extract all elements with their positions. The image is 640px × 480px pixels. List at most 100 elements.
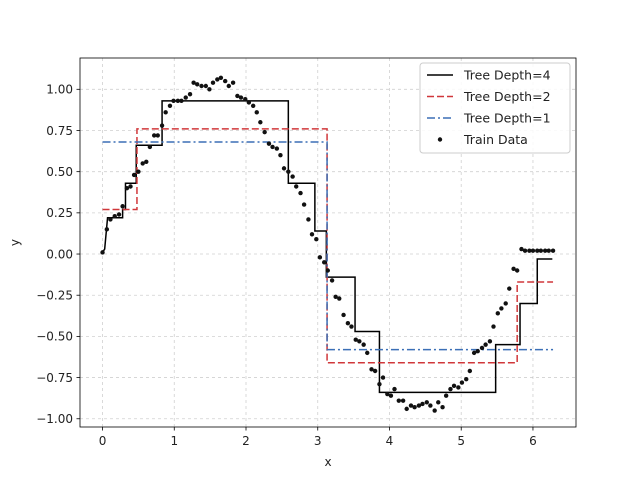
train-data-point [199, 83, 204, 89]
train-data-point [203, 83, 209, 89]
train-data-point [195, 82, 200, 87]
train-data-point [218, 75, 224, 80]
train-data-point [314, 237, 319, 242]
y-tick-label: −0.50 [36, 330, 73, 344]
train-data-point [321, 260, 327, 265]
train-data-point [294, 184, 299, 189]
train-data-point [483, 342, 488, 347]
train-data-point [298, 190, 303, 196]
train-data-point [396, 398, 402, 403]
train-data-point [349, 324, 354, 329]
train-data-point [163, 110, 168, 115]
axes-frame [79, 57, 577, 428]
y-tick-label: 0.50 [46, 165, 73, 179]
train-data-point [546, 248, 551, 253]
train-data-point [246, 100, 252, 105]
train-data-point [357, 339, 362, 344]
train-data-point [167, 103, 173, 108]
legend: Tree Depth=4 Tree Depth=2 Tree Depth=1 Trai… [419, 62, 571, 154]
train-data-point [550, 248, 556, 253]
x-tick-label: 2 [242, 434, 250, 448]
train-data-point [116, 212, 122, 217]
train-data-point [317, 255, 323, 260]
train-data-point [495, 311, 501, 316]
y-tick-label: 1.00 [46, 83, 73, 97]
train-data-point [408, 403, 414, 408]
train-data-point [451, 383, 457, 389]
train-data-point [511, 266, 516, 272]
legend-swatch-train-data [437, 137, 443, 142]
train-data-point [443, 393, 449, 398]
train-data-point [104, 227, 110, 232]
train-data-point [507, 286, 512, 291]
train-data-point [191, 80, 196, 85]
train-data-point [471, 350, 477, 356]
legend-box [419, 62, 571, 154]
train-data-point [230, 80, 236, 85]
train-data-point [333, 294, 338, 300]
train-data-point [365, 350, 370, 356]
train-data-point [519, 246, 524, 252]
y-tick-label: −0.75 [36, 371, 73, 385]
train-data-point [345, 321, 351, 326]
train-data-point [175, 98, 181, 104]
train-data-point [155, 133, 160, 138]
train-data-point [281, 166, 287, 171]
train-data-point [436, 400, 441, 405]
train-data-point [479, 345, 485, 351]
train-data-point [136, 169, 141, 174]
train-data-point [416, 403, 422, 408]
x-tick-label: 4 [386, 434, 394, 448]
x-tick-label: 5 [457, 434, 465, 448]
train-data-point [254, 110, 259, 115]
train-data-point [215, 77, 220, 82]
train-data-point [325, 268, 330, 273]
train-data-point [301, 202, 307, 207]
train-data-point [128, 184, 133, 189]
train-data-point [341, 312, 346, 318]
y-tick-label: 0.75 [46, 124, 73, 138]
train-data-point [464, 377, 469, 382]
train-data-point [380, 375, 386, 380]
train-data-point [309, 232, 315, 237]
train-data-point [226, 83, 231, 89]
train-data-point [171, 98, 176, 104]
train-data-point [151, 133, 157, 138]
train-data-point [400, 398, 406, 403]
train-data-point [100, 250, 105, 255]
train-data-point [440, 405, 445, 410]
train-data-point [369, 367, 374, 372]
train-data-point [266, 141, 272, 146]
train-data-point [124, 185, 130, 191]
y-tick-label: −0.25 [36, 289, 73, 303]
train-data-point [286, 169, 291, 174]
train-data-point [448, 386, 453, 392]
legend-label-tree-depth-2: Tree Depth=2 [463, 89, 551, 104]
train-data-point [131, 172, 137, 178]
series-line-tree-depth-2 [102, 128, 554, 364]
train-data-point [274, 146, 280, 151]
train-data-point [530, 248, 536, 253]
legend-label-tree-depth-4: Tree Depth=4 [463, 68, 551, 83]
train-data-point [456, 385, 461, 390]
train-data-point [147, 144, 153, 150]
train-data-point [527, 248, 532, 253]
train-data-point [487, 339, 493, 344]
train-data-point [258, 120, 263, 125]
train-data-point [187, 92, 193, 97]
x-tick-label: 1 [170, 434, 178, 448]
train-data-point [514, 268, 520, 273]
train-data-point [159, 123, 165, 128]
x-axis-label: x [324, 455, 331, 469]
train-data-point [112, 213, 117, 219]
train-data-point [179, 98, 184, 104]
train-data-point [329, 278, 335, 283]
train-data-point [222, 78, 228, 84]
train-data-point [235, 93, 240, 99]
train-data-point [262, 129, 267, 135]
x-tick-label: 6 [529, 434, 537, 448]
series-train-data [100, 75, 556, 413]
train-data-point [432, 408, 437, 413]
train-data-point [538, 248, 544, 253]
train-data-point [428, 403, 433, 408]
